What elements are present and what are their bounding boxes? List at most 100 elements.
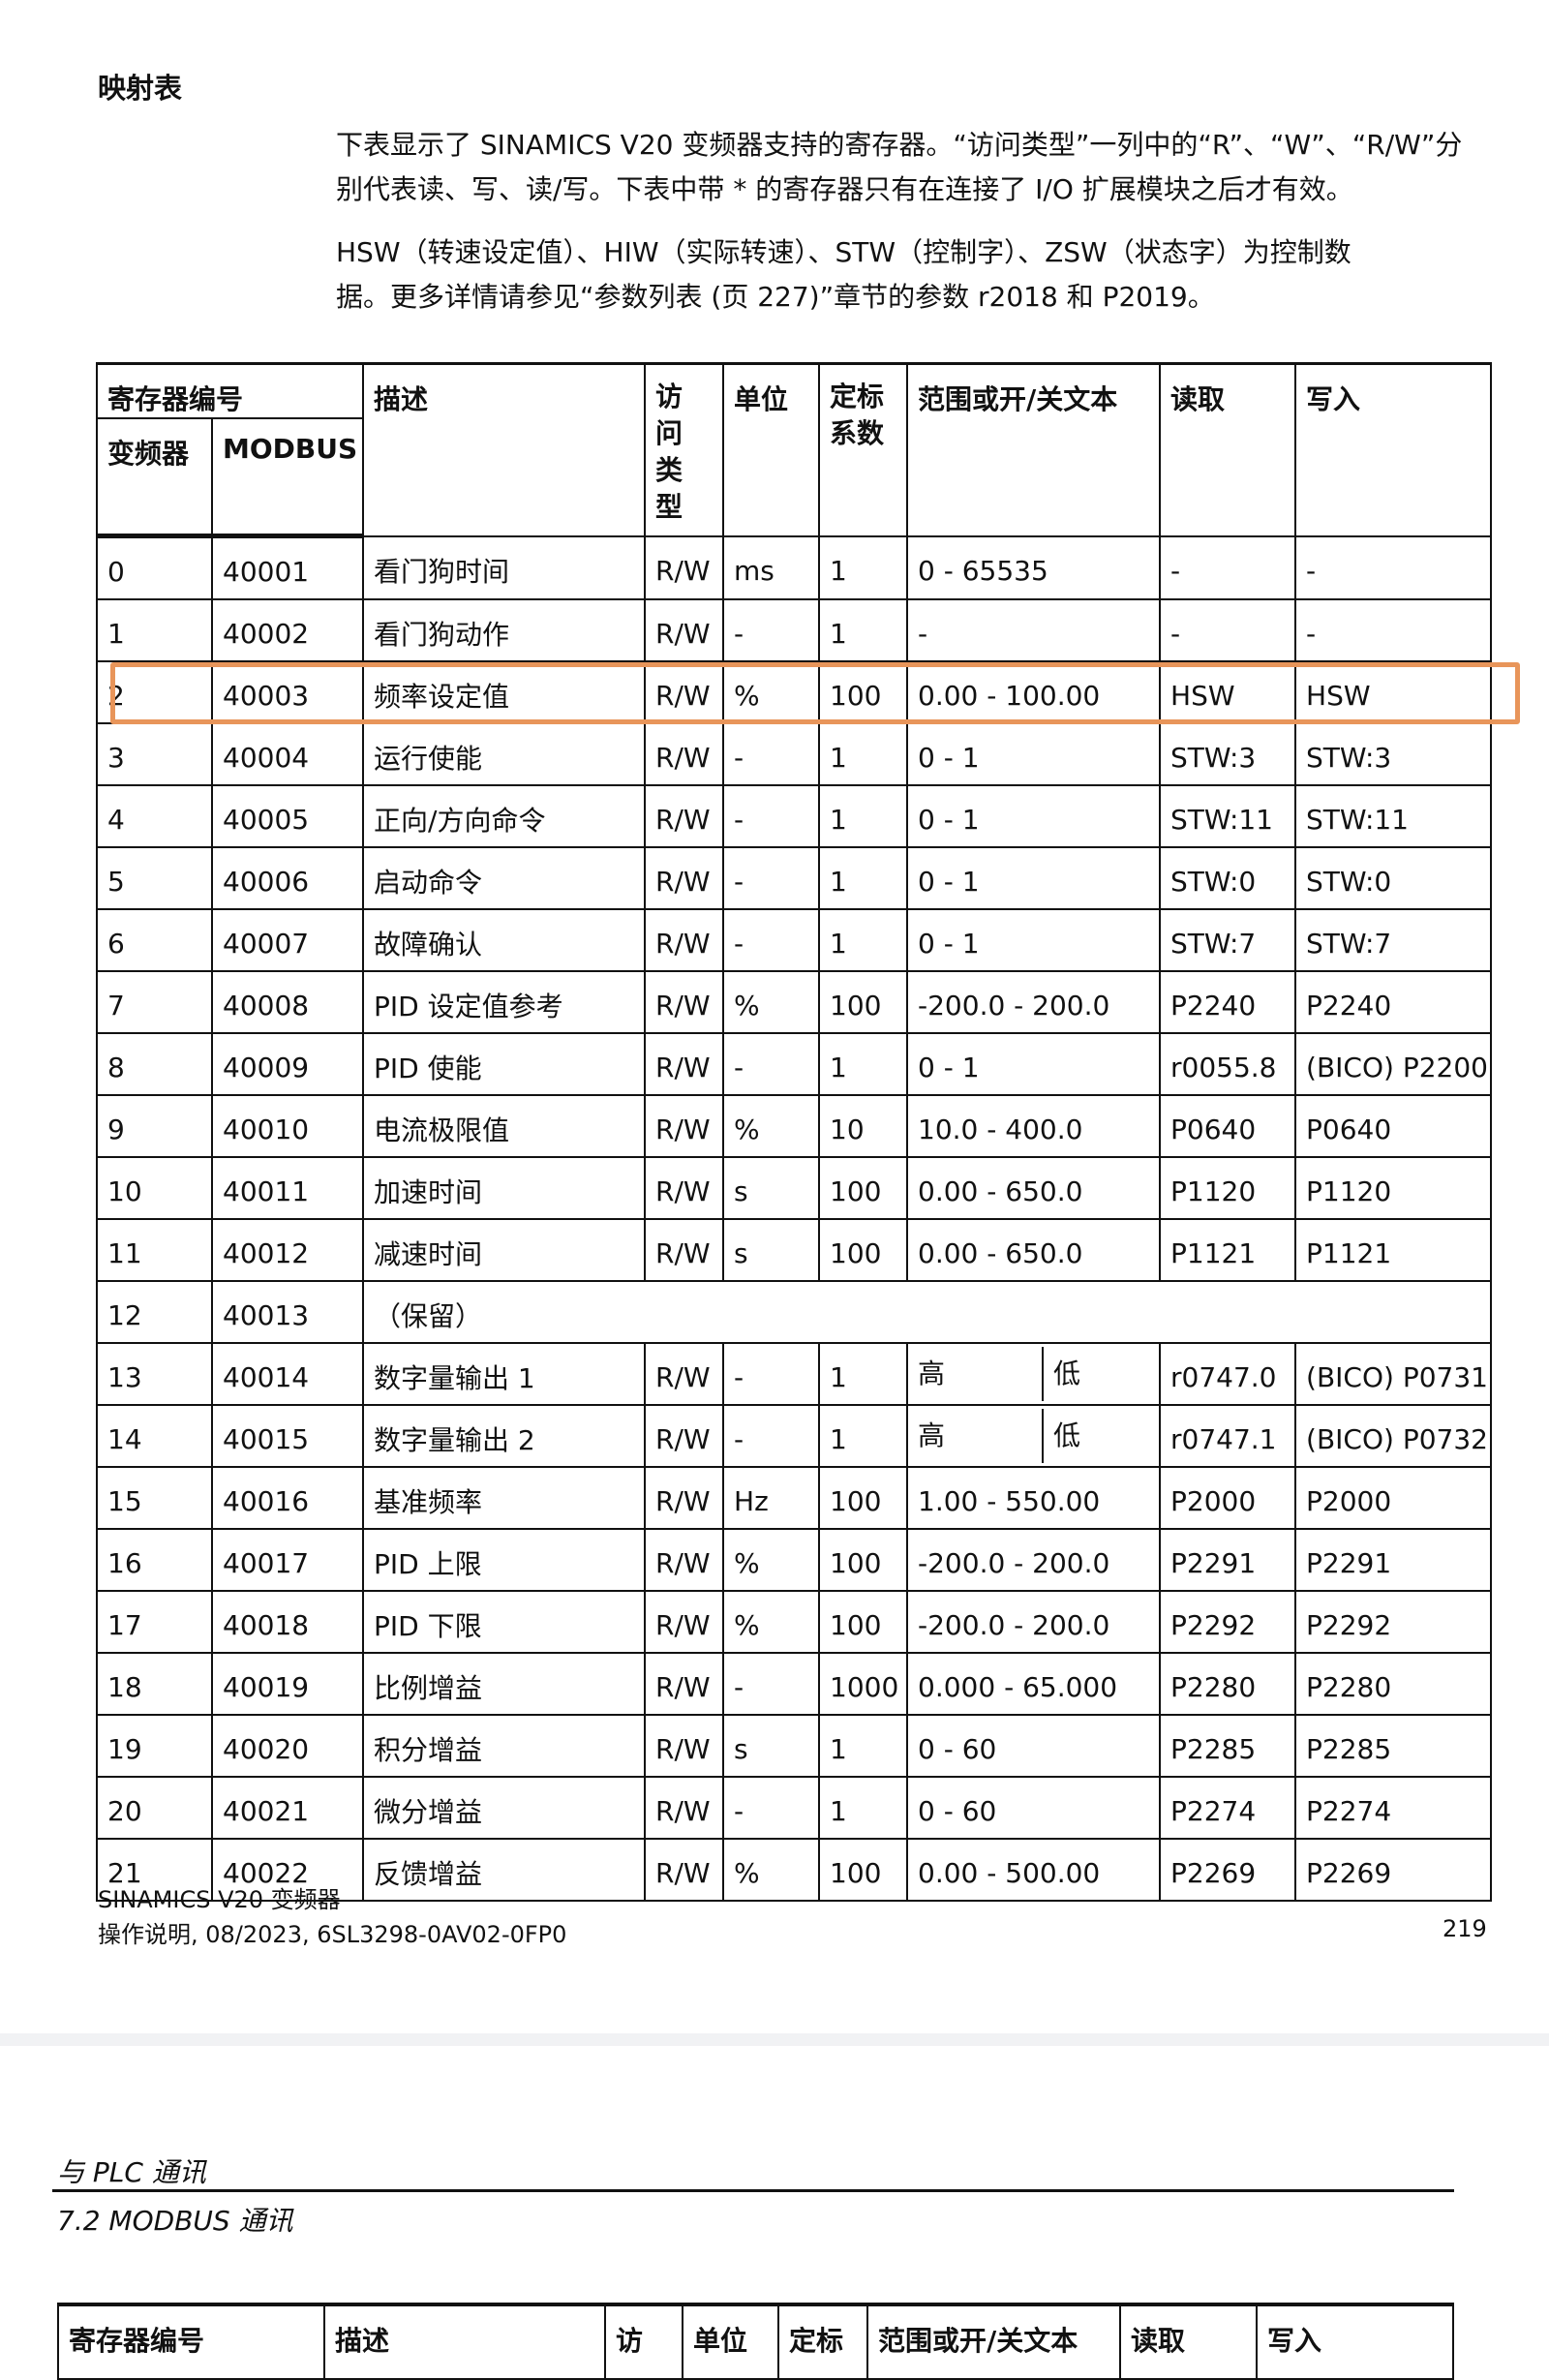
- cell-read: P2269: [1159, 1838, 1297, 1902]
- cell-access: R/W: [644, 722, 725, 786]
- header-modbus: MODBUS: [210, 417, 365, 538]
- cell-range: 10.0 - 400.0: [906, 1094, 1162, 1158]
- cell-range: -200.0 - 200.0: [906, 1590, 1162, 1654]
- cell-inverter: 9: [96, 1094, 213, 1158]
- cell-description: 比例增益: [362, 1652, 647, 1716]
- cell-scale: 100: [818, 1218, 909, 1282]
- cell-description: 正向/方向命令: [362, 784, 647, 848]
- cell-inverter: 18: [96, 1652, 213, 1716]
- table-row: 16 40017 PID 上限 R/W% 100 -200.0 - 200.0 P2291 P…: [96, 1528, 1493, 1592]
- cell-modbus: 40014: [210, 1342, 365, 1406]
- cell-read: P0640: [1159, 1094, 1297, 1158]
- table-row: 21 40022 反馈增益 R/W% 100 0.00 - 500.00 P2269 P226…: [96, 1838, 1493, 1902]
- cell-write: (BICO) P0731: [1294, 1342, 1493, 1406]
- cell-read: r0747.0: [1159, 1342, 1297, 1406]
- next-header: 寄存器编号: [57, 2304, 325, 2380]
- cell-inverter: 4: [96, 784, 213, 848]
- cell-access: R/W: [644, 1466, 725, 1530]
- cell-modbus: 40005: [210, 784, 365, 848]
- cell-modbus: 40019: [210, 1652, 365, 1716]
- cell-scale: 100: [818, 660, 909, 724]
- cell-modbus: 40022: [210, 1838, 365, 1902]
- next-header: 访: [604, 2304, 683, 2380]
- cell-write: P2292: [1294, 1590, 1493, 1654]
- table-row: 15 40016 基准频率 R/W Hz 100 1.00 - 550.00 P2000 P20…: [96, 1466, 1493, 1530]
- cell-description: 故障确认: [362, 908, 647, 972]
- cell-read: P2292: [1159, 1590, 1297, 1654]
- cell-scale: 1: [818, 598, 909, 662]
- cell-modbus: 40004: [210, 722, 365, 786]
- cell-modbus: 40001: [210, 534, 365, 600]
- table-row: 4 40005 正向/方向命令 R/W -1 0 - 1 STW:11 STW:11: [96, 784, 1493, 848]
- cell-modbus: 40018: [210, 1590, 365, 1654]
- cell-scale: 100: [818, 1528, 909, 1592]
- cell-scale: 1: [818, 1714, 909, 1778]
- cell-unit: -: [722, 908, 821, 972]
- cell-unit: %: [722, 1094, 821, 1158]
- cell-range: 0 - 60: [906, 1776, 1162, 1840]
- cell-range: 0 - 1: [906, 722, 1162, 786]
- cell-inverter: 12: [96, 1280, 213, 1344]
- cell-write: P2291: [1294, 1528, 1493, 1592]
- chapter-header: 与 PLC 通讯: [57, 2156, 206, 2188]
- cell-modbus: 40011: [210, 1156, 365, 1220]
- cell-description: 看门狗动作: [362, 598, 647, 662]
- cell-description: PID 设定值参考: [362, 970, 647, 1034]
- cell-inverter: 19: [96, 1714, 213, 1778]
- cell-unit: s: [722, 1714, 821, 1778]
- cell-range: -200.0 - 200.0: [906, 1528, 1162, 1592]
- cell-access: R/W: [644, 1094, 725, 1158]
- cell-modbus: 40010: [210, 1094, 365, 1158]
- table-row: 6 40007 故障确认 R/W -1 0 - 1 STW:7 STW:7: [96, 908, 1493, 972]
- cell-description: 运行使能: [362, 722, 647, 786]
- cell-read: STW:7: [1159, 908, 1297, 972]
- next-header: 定标: [777, 2304, 868, 2380]
- cell-description: PID 使能: [362, 1032, 647, 1096]
- cell-scale: 1000: [818, 1652, 909, 1716]
- header-range: 范围或开/关文本: [906, 362, 1162, 537]
- cell-write: P0640: [1294, 1094, 1493, 1158]
- cell-read: P1120: [1159, 1156, 1297, 1220]
- cell-write: STW:7: [1294, 908, 1493, 972]
- cell-range: 0 - 60: [906, 1714, 1162, 1778]
- cell-access: R/W: [644, 1838, 725, 1902]
- cell-access: R/W: [644, 1032, 725, 1096]
- cell-access: R/W: [644, 1404, 725, 1468]
- table-row: 11 40012 减速时间 R/W s 100 0.00 - 650.0 P1121 P1121: [96, 1218, 1493, 1282]
- header-write: 写入: [1294, 362, 1493, 537]
- cell-read: P2280: [1159, 1652, 1297, 1716]
- table-row: 14 40015 数字量输出 2 R/W -1 高低 r0747.1 (BICO) P0732: [96, 1404, 1493, 1468]
- header-description: 描述: [362, 362, 647, 537]
- cell-scale: 100: [818, 970, 909, 1034]
- cell-range: 高低: [906, 1404, 1162, 1468]
- cell-unit: s: [722, 1218, 821, 1282]
- cell-description: 积分增益: [362, 1714, 647, 1778]
- cell-scale: 1: [818, 846, 909, 910]
- cell-range: 1.00 - 550.00: [906, 1466, 1162, 1530]
- cell-access: R/W: [644, 660, 725, 724]
- cell-inverter: 1: [96, 598, 213, 662]
- cell-modbus: 40021: [210, 1776, 365, 1840]
- cell-scale: 1: [818, 1342, 909, 1406]
- range-high: 高: [909, 1409, 1045, 1463]
- cell-read: P2285: [1159, 1714, 1297, 1778]
- cell-write: STW:11: [1294, 784, 1493, 848]
- cell-inverter: 20: [96, 1776, 213, 1840]
- cell-range: 0.000 - 65.000: [906, 1652, 1162, 1716]
- cell-range: 0 - 65535: [906, 534, 1162, 600]
- cell-description: 启动命令: [362, 846, 647, 910]
- table-row: 9 40010 电流极限值 R/W% 10 10.0 - 400.0 P0640 P0640: [96, 1094, 1493, 1158]
- cell-access: R/W: [644, 534, 725, 600]
- page-separator: [0, 2033, 1549, 2046]
- cell-description: 微分增益: [362, 1776, 647, 1840]
- table-row: 13 40014 数字量输出 1 R/W -1 高低 r0747.0 (BICO) P0731: [96, 1342, 1493, 1406]
- cell-scale: 100: [818, 1838, 909, 1902]
- cell-modbus: 40015: [210, 1404, 365, 1468]
- next-header: 单位: [682, 2304, 779, 2380]
- cell-access: R/W: [644, 1342, 725, 1406]
- cell-modbus: 40016: [210, 1466, 365, 1530]
- cell-description: 电流极限值: [362, 1094, 647, 1158]
- cell-unit: -: [722, 784, 821, 848]
- cell-access: R/W: [644, 846, 725, 910]
- cell-scale: 1: [818, 1032, 909, 1096]
